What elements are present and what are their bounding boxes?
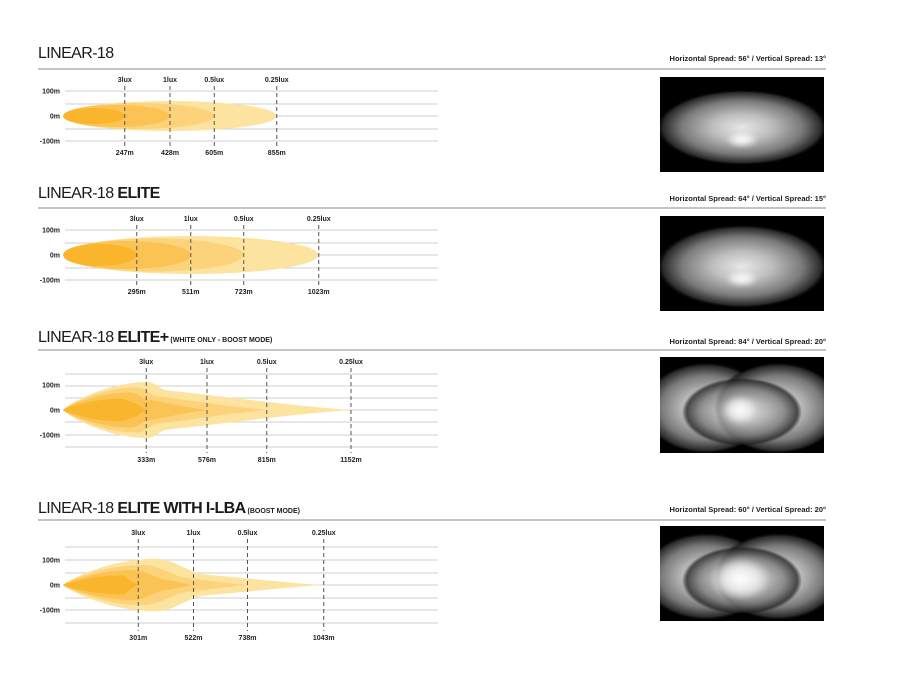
lux-label: 0.5lux	[238, 530, 258, 537]
title-subtitle: (WHITE ONLY - BOOST MODE)	[168, 337, 272, 344]
lux-label: 1lux	[200, 359, 214, 366]
distance-label: 247m	[116, 150, 134, 157]
title-subtitle: (BOOST MODE)	[246, 508, 300, 515]
title-text: LINEAR-18	[38, 329, 117, 346]
y-tick-label: 100m	[42, 558, 60, 565]
spread-label: Horizontal Spread: 56° / Vertical Spread…	[670, 54, 826, 63]
title-bold-text: ELITE+	[117, 329, 168, 346]
lux-label: 0.25lux	[307, 216, 331, 223]
y-tick-label: 0m	[50, 253, 60, 260]
lux-label: 0.25lux	[265, 77, 289, 84]
lux-label: 1lux	[163, 77, 177, 84]
distance-label: 301m	[129, 635, 147, 642]
y-tick-label: 0m	[50, 408, 60, 415]
lux-label: 0.25lux	[339, 359, 363, 366]
lux-label: 0.25lux	[312, 530, 336, 537]
lux-label: 3lux	[118, 77, 132, 84]
distance-label: 855m	[268, 150, 286, 157]
product-title: LINEAR-18 ELITE WITH I-LBA (BOOST MODE)	[38, 500, 300, 517]
distance-label: 1152m	[340, 457, 361, 464]
title-bold-text: ELITE WITH I-LBA	[117, 500, 246, 517]
beam-section-1: LINEAR-18 Horizontal Spread: 56° / Vertic…	[38, 45, 826, 172]
lux-label: 1lux	[184, 216, 198, 223]
lux-label: 1lux	[186, 530, 200, 537]
beam-photo	[660, 357, 824, 453]
product-title: LINEAR-18 ELITE	[38, 185, 161, 202]
distance-label: 511m	[182, 289, 200, 296]
lux-label: 0.5lux	[257, 359, 277, 366]
lux-label: 3lux	[131, 530, 145, 537]
lux-label: 0.5lux	[204, 77, 224, 84]
beam-photo	[660, 216, 824, 311]
distance-label: 723m	[235, 289, 253, 296]
beam-photo	[660, 77, 824, 172]
beam-section-4: LINEAR-18 ELITE WITH I-LBA (BOOST MODE) H…	[38, 500, 826, 642]
distance-label: 738m	[239, 635, 257, 642]
beam-photo	[660, 526, 824, 621]
spread-label: Horizontal Spread: 84° / Vertical Spread…	[670, 337, 826, 346]
lux-label: 0.5lux	[234, 216, 254, 223]
beam-contour-3lux	[63, 398, 147, 422]
y-tick-label: -100m	[40, 433, 60, 440]
distance-label: 576m	[198, 457, 216, 464]
beam-contour-3lux	[63, 244, 137, 266]
distance-label: 333m	[137, 457, 155, 464]
beam-contour-3lux	[63, 108, 125, 124]
distance-label: 428m	[161, 150, 179, 157]
spread-label: Horizontal Spread: 60° / Vertical Spread…	[670, 505, 826, 514]
y-tick-label: -100m	[40, 278, 60, 285]
y-tick-label: 0m	[50, 583, 60, 590]
lux-label: 3lux	[139, 359, 153, 366]
beam-section-3: LINEAR-18 ELITE+ (WHITE ONLY - BOOST MOD…	[38, 329, 826, 464]
title-bold-text: ELITE	[117, 185, 160, 202]
y-tick-label: 100m	[42, 383, 60, 390]
title-text: LINEAR-18	[38, 185, 117, 202]
beam-section-2: LINEAR-18 ELITE Horizontal Spread: 64° / …	[38, 185, 826, 311]
y-tick-label: -100m	[40, 608, 60, 615]
title-text: LINEAR-18	[38, 500, 117, 517]
distance-label: 522m	[185, 635, 203, 642]
y-tick-label: 100m	[42, 89, 60, 96]
distance-label: 605m	[205, 150, 223, 157]
y-tick-label: -100m	[40, 139, 60, 146]
distance-label: 815m	[258, 457, 276, 464]
product-title: LINEAR-18 ELITE+ (WHITE ONLY - BOOST MOD…	[38, 329, 272, 346]
y-tick-label: 100m	[42, 228, 60, 235]
distance-label: 1023m	[308, 289, 330, 296]
y-tick-label: 0m	[50, 114, 60, 121]
spread-label: Horizontal Spread: 64° / Vertical Spread…	[670, 194, 826, 203]
beam-contour-3lux	[63, 575, 139, 595]
title-text: LINEAR-18	[38, 45, 114, 62]
distance-label: 1043m	[313, 635, 335, 642]
product-title: LINEAR-18	[38, 45, 114, 62]
lux-label: 3lux	[130, 216, 144, 223]
distance-label: 295m	[128, 289, 146, 296]
